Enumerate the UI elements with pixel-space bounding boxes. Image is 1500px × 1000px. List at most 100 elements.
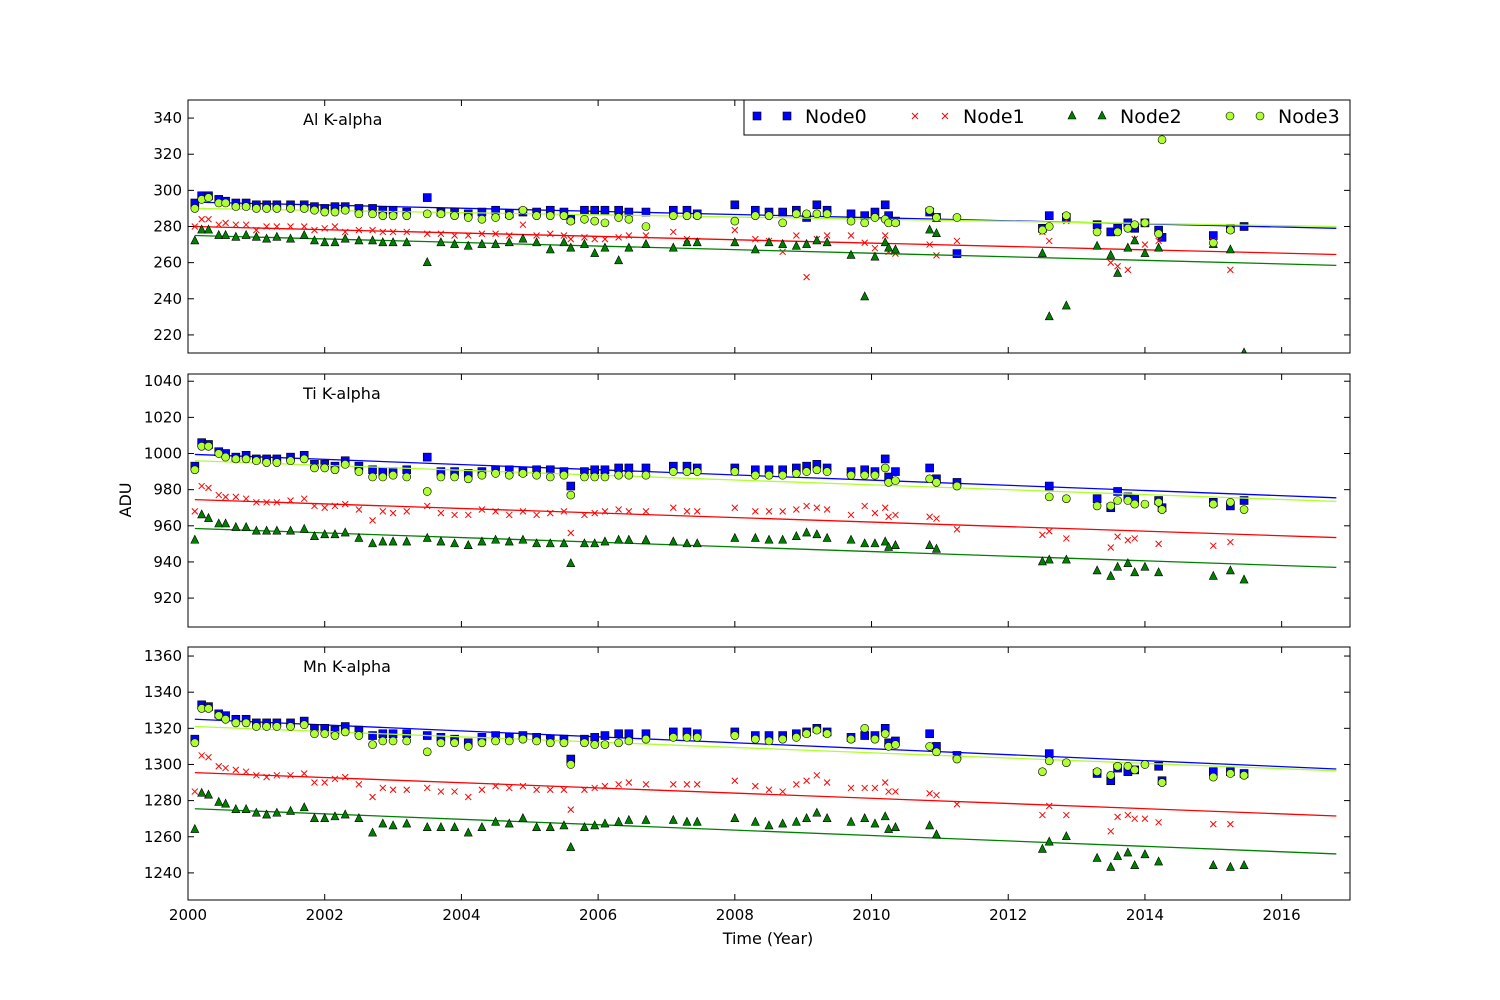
data-point-node3 xyxy=(1092,501,1102,511)
data-point-node2 xyxy=(1113,850,1123,860)
data-point-node2 xyxy=(1225,861,1235,871)
data-point-node1 xyxy=(669,228,677,236)
legend-label-node0: Node0 xyxy=(805,106,867,128)
legend-label-node3: Node3 xyxy=(1278,106,1340,128)
data-point-node2 xyxy=(925,820,935,830)
data-point-node2 xyxy=(491,534,501,544)
data-point-node2 xyxy=(1140,247,1150,257)
data-point-node1 xyxy=(847,232,855,239)
data-point-node2 xyxy=(368,235,378,245)
data-point-node0 xyxy=(600,465,610,475)
data-point-node3 xyxy=(320,729,330,739)
data-point-node3 xyxy=(1208,499,1218,509)
data-point-node1 xyxy=(953,526,961,533)
data-point-node3 xyxy=(730,216,740,226)
data-point-node1 xyxy=(1124,266,1132,274)
series-node1 xyxy=(191,752,1337,835)
data-point-node3 xyxy=(1140,218,1150,228)
data-point-node3 xyxy=(751,734,760,744)
data-point-node1 xyxy=(601,782,609,790)
data-point-node1 xyxy=(437,230,445,238)
data-point-node2 xyxy=(354,532,364,542)
data-point-node1 xyxy=(581,511,588,519)
data-point-node3 xyxy=(1062,211,1071,220)
data-point-node2 xyxy=(378,536,388,546)
data-point-node2 xyxy=(504,818,514,828)
data-point-node1 xyxy=(198,752,206,759)
data-point-node2 xyxy=(614,534,624,544)
data-point-node2 xyxy=(750,816,760,826)
data-point-node3 xyxy=(580,214,589,224)
data-point-node3 xyxy=(422,487,432,496)
data-point-node3 xyxy=(822,729,832,739)
data-point-node2 xyxy=(822,532,832,542)
data-point-node3 xyxy=(436,738,446,748)
data-point-node0 xyxy=(614,463,623,473)
data-point-node3 xyxy=(860,724,869,733)
data-point-node1 xyxy=(1039,811,1046,819)
y-tick-label: 1340 xyxy=(144,683,182,701)
data-point-node1 xyxy=(1227,266,1234,274)
y-tick-label: 960 xyxy=(153,517,182,535)
data-point-node3 xyxy=(545,472,555,482)
data-point-node3 xyxy=(518,734,528,744)
data-point-node3 xyxy=(952,481,962,491)
data-point-node2 xyxy=(764,534,774,544)
x-tick-label: 2006 xyxy=(579,906,617,924)
data-point-node2 xyxy=(730,813,740,822)
data-point-node3 xyxy=(952,213,962,222)
data-point-node3 xyxy=(436,472,446,482)
data-point-node1 xyxy=(625,232,633,239)
data-point-node1 xyxy=(478,506,486,513)
data-point-node1 xyxy=(591,784,599,792)
data-point-node1 xyxy=(1141,241,1149,248)
data-point-node0 xyxy=(545,465,555,475)
data-point-node1 xyxy=(331,775,339,783)
data-point-node1 xyxy=(823,779,831,786)
data-point-node3 xyxy=(669,467,678,476)
data-point-node2 xyxy=(190,235,200,245)
data-point-node2 xyxy=(422,822,432,832)
data-point-node2 xyxy=(846,816,856,826)
data-point-node1 xyxy=(232,221,240,229)
data-point-node2 xyxy=(566,242,576,252)
plot-area xyxy=(190,438,1337,584)
data-point-node2 xyxy=(491,816,501,826)
data-point-node1 xyxy=(803,502,810,510)
data-point-node1 xyxy=(1045,237,1053,245)
data-point-node2 xyxy=(402,818,412,828)
data-point-node1 xyxy=(1227,820,1234,828)
data-point-node3 xyxy=(262,722,271,731)
data-point-node3 xyxy=(491,736,500,746)
data-point-node1 xyxy=(519,221,527,229)
data-point-node0 xyxy=(1239,222,1249,231)
data-point-node1 xyxy=(1209,542,1217,550)
data-point-node3 xyxy=(204,704,213,713)
data-point-node1 xyxy=(642,232,650,239)
data-point-node1 xyxy=(933,791,940,799)
data-point-node1 xyxy=(437,509,445,517)
data-point-node3 xyxy=(252,456,261,466)
data-point-node3 xyxy=(320,207,330,217)
data-point-node2 xyxy=(463,240,473,250)
legend-label-node1: Node1 xyxy=(963,106,1025,128)
data-point-node0 xyxy=(580,205,589,215)
data-point-node0 xyxy=(624,463,634,473)
data-point-node3 xyxy=(1038,225,1047,235)
data-point-node1 xyxy=(1039,531,1046,539)
data-point-node2 xyxy=(682,538,692,548)
data-point-node1 xyxy=(823,506,831,513)
data-point-node1 xyxy=(263,773,270,781)
data-point-node1 xyxy=(1045,527,1053,535)
data-point-node1 xyxy=(933,515,940,522)
data-point-node2 xyxy=(641,814,651,824)
data-point-node3 xyxy=(590,740,600,749)
data-point-node3 xyxy=(932,747,941,757)
data-point-node1 xyxy=(215,221,223,229)
data-point-node3 xyxy=(880,729,890,739)
data-point-node2 xyxy=(624,534,634,544)
data-point-node2 xyxy=(241,803,251,813)
data-point-node1 xyxy=(273,498,281,506)
data-point-node0 xyxy=(477,207,487,217)
